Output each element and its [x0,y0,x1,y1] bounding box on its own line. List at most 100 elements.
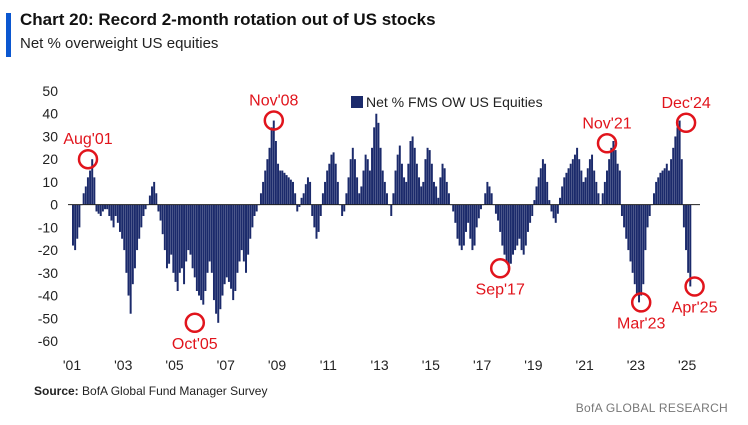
x-tick-label: '01 [63,357,81,373]
bar [638,204,641,303]
bar [644,204,647,251]
bar [526,204,529,232]
bar [490,193,493,205]
bar [104,204,107,210]
bar [535,186,538,205]
bar [620,204,623,216]
bar [452,204,455,212]
bar [138,204,141,239]
bar [161,204,164,235]
bar [238,204,241,262]
bar [554,204,557,223]
bar [456,204,459,239]
bar [441,163,444,205]
bar [99,204,102,216]
bar [309,181,312,205]
x-tick-label: '19 [524,357,542,373]
bar [78,204,81,228]
bar [72,204,74,246]
bar [159,204,162,221]
bar [330,154,333,205]
bar [356,177,359,205]
bar [520,204,523,251]
annotation-circle [684,276,705,297]
y-tick-label: 40 [42,106,58,122]
bar [499,204,502,232]
bar [215,204,218,314]
annotation-label: Dec'24 [661,95,710,112]
bar [475,204,478,228]
bar [148,195,151,205]
bar [544,163,547,205]
bar [400,163,403,205]
legend-swatch [351,96,363,108]
bar [648,204,651,216]
annotation-circle [630,292,652,313]
bar [247,204,250,255]
bar [234,204,237,291]
bar [627,204,630,251]
bar [418,177,421,205]
bar [343,204,346,212]
bar [362,170,365,205]
x-tick-label: '25 [678,357,696,373]
bar [118,204,121,232]
bar [332,152,335,205]
bar [358,193,361,205]
bar [398,145,401,205]
bar [552,204,555,219]
source-note: Source: BofA Global Fund Manager Survey [34,384,267,398]
title-accent-bar [6,13,11,57]
bar [424,159,427,205]
bar [101,204,104,212]
y-tick-label: 30 [42,128,58,144]
bar [206,204,209,273]
annotation-label: Mar'23 [617,315,666,332]
bar [279,170,282,205]
y-tick-label: -50 [38,310,58,326]
bar [266,159,269,205]
bar [422,181,425,205]
bar [381,170,384,205]
bar [413,147,416,205]
bar [571,159,574,205]
bar [473,204,476,246]
bar [125,204,128,273]
bar [565,172,568,205]
bar [311,204,314,216]
bar [168,204,171,264]
bar [127,204,130,296]
bar [529,204,532,223]
bar [183,204,186,285]
bar [208,204,211,262]
bar [509,204,512,264]
bar [202,204,205,305]
bar [300,197,303,205]
bar [375,113,378,205]
bar [685,204,688,251]
bar [259,193,262,205]
bar [486,181,489,205]
bar [217,204,220,323]
bar [567,168,570,205]
annotation-circle [596,133,618,154]
bar [326,170,329,205]
bar [394,170,397,205]
y-tick-label: -60 [38,333,58,349]
y-tick-label: -30 [38,265,58,281]
bar [270,127,273,205]
annotation-circle [184,312,206,334]
bar [351,147,354,205]
bar [313,204,316,228]
bar [319,204,322,216]
bar [533,200,536,205]
y-axis: 50 40 30 20 10 0 -10 -20 -30 -40 -50 -60 [38,83,58,349]
bar [603,181,606,205]
x-tick-label: '13 [370,357,388,373]
bar [670,159,673,205]
bar [245,204,247,273]
annotation-circle [77,148,99,170]
bar [353,159,356,205]
bar [458,204,461,246]
bar [390,204,393,216]
